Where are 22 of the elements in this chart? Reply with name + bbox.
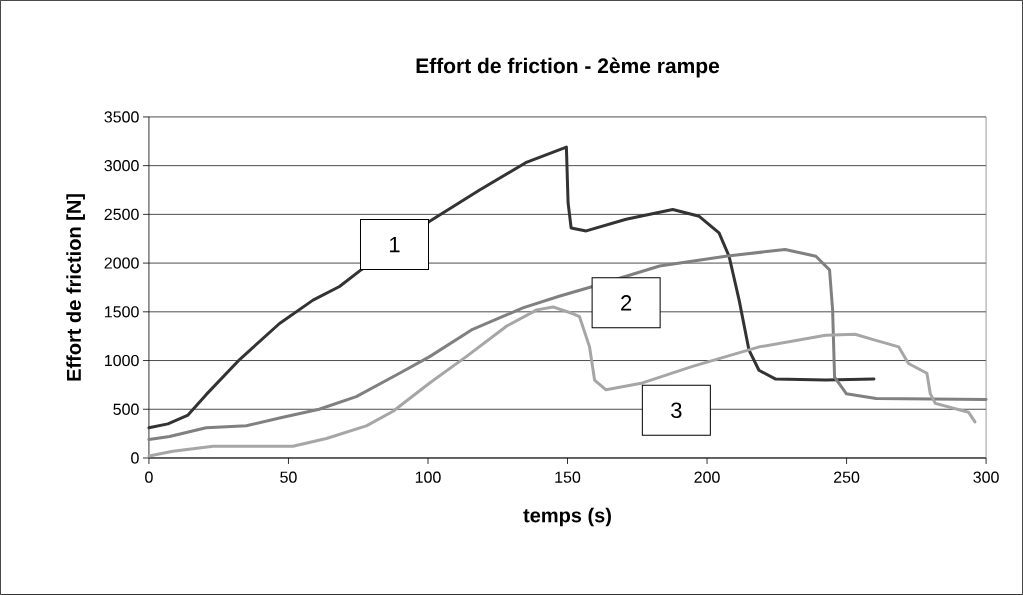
x-tick-label: 0 xyxy=(145,471,153,483)
y-tick-label: 500 xyxy=(113,403,139,415)
x-axis-title: temps (s) xyxy=(523,507,611,527)
x-tick-label: 150 xyxy=(555,471,581,483)
y-tick-label: 3000 xyxy=(104,160,139,172)
x-tick-label: 50 xyxy=(280,471,297,483)
x-tick-label: 200 xyxy=(694,471,720,483)
y-tick-label: 2500 xyxy=(104,208,139,221)
y-tick-label: 1000 xyxy=(105,354,139,367)
x-tick-label: 250 xyxy=(834,471,860,483)
line-series xyxy=(147,145,876,430)
annotation: 3 xyxy=(671,402,682,419)
y-axis-title: Effort de friction [N] xyxy=(66,194,85,381)
y-tick-label: 2000 xyxy=(104,257,139,269)
annotation: 2 xyxy=(621,295,632,311)
y-tick-label: 1500 xyxy=(105,306,139,318)
x-tick-label: 300 xyxy=(973,471,999,483)
annotation: 1 xyxy=(390,237,400,253)
y-tick-label: 3500 xyxy=(104,111,139,123)
y-tick-label: 0 xyxy=(131,452,139,464)
x-tick-label: 100 xyxy=(415,471,441,483)
chart-title: Effort de friction - 2ème rampe xyxy=(416,57,720,78)
